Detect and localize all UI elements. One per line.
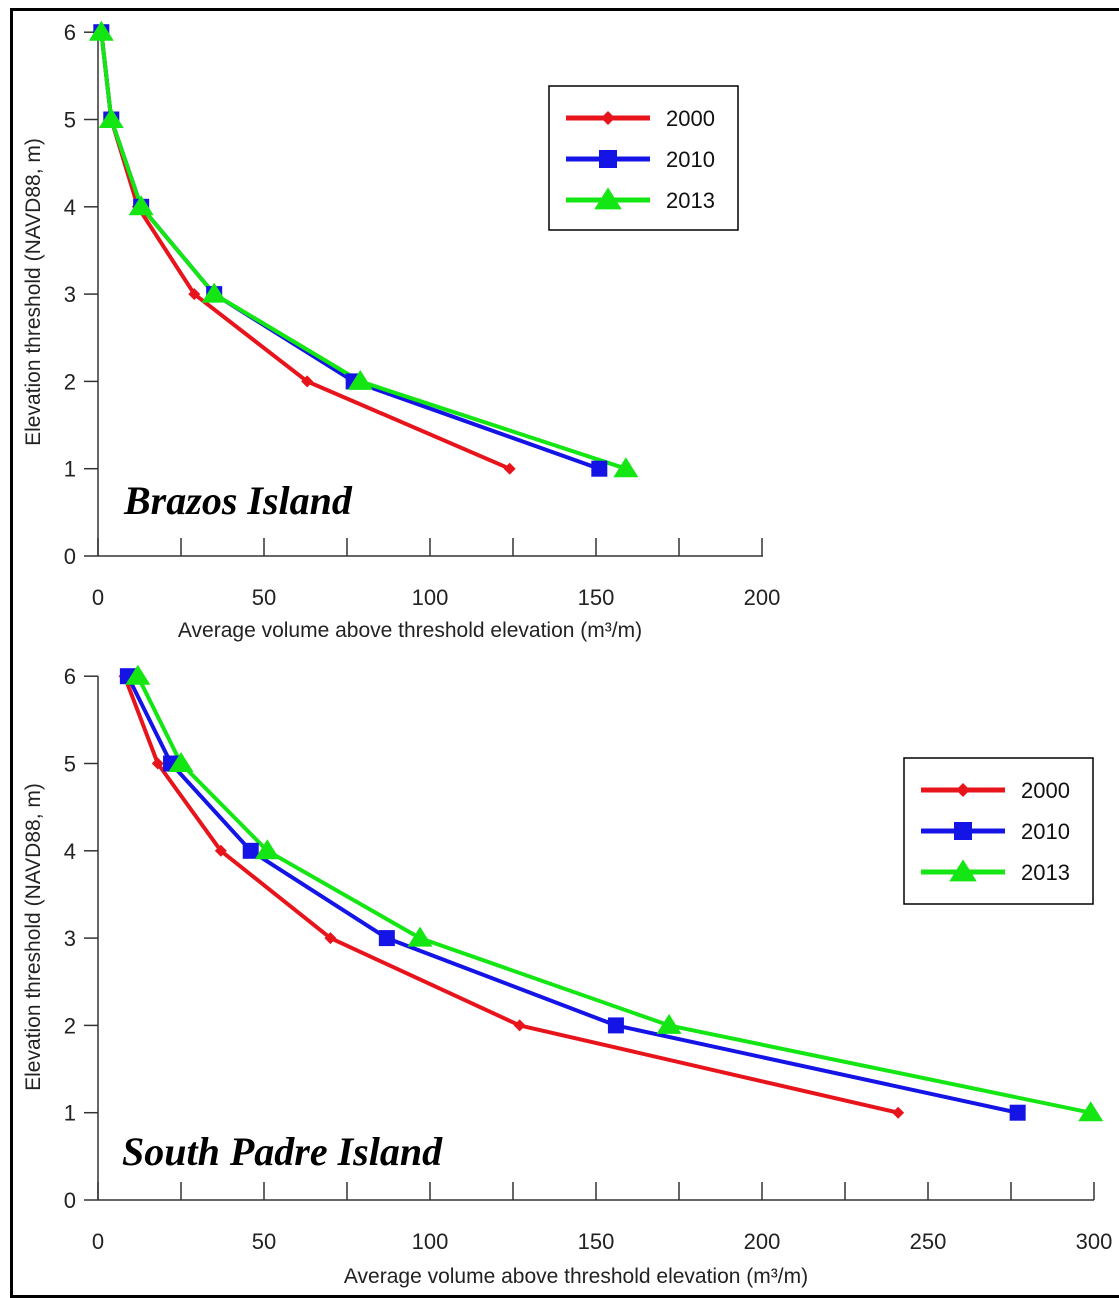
legend: 2000 2010 2013	[903, 757, 1094, 905]
x-axis-label: Average volume above threshold elevation…	[178, 619, 642, 642]
y-axis-label: Elevation threshold (NAVD88, m)	[22, 138, 45, 446]
x-axis-label: Average volume above threshold elevation…	[344, 1265, 808, 1288]
data-point-2010	[607, 1017, 624, 1034]
legend-items: 2000 2010 2013	[566, 106, 715, 213]
data-point-2000	[513, 1019, 526, 1032]
legend-label-2000: 2000	[1021, 778, 1070, 803]
panel-annotation: Brazos Island	[123, 478, 353, 523]
data-point-2000	[503, 462, 516, 475]
x-tick-label: 50	[252, 585, 276, 610]
data-point-2000	[324, 932, 337, 945]
data-point-2013	[98, 108, 124, 128]
data-point-2013	[201, 282, 227, 303]
y-tick-label: 2	[64, 1013, 76, 1038]
x-tick-label: 300	[1076, 1229, 1113, 1254]
legend-marker-2010	[954, 822, 972, 840]
data-point-2000	[214, 844, 227, 857]
y-tick-label: 6	[64, 664, 76, 689]
series-line-2000	[122, 675, 899, 1115]
chart-panel-south-padre: 0 50 100 150 200 250 300 0 1 2 3 4 5 6 Average volume…	[22, 664, 1112, 1288]
panel-annotation: South Padre Island	[122, 1129, 443, 1174]
legend-marker-2000	[956, 783, 970, 797]
series-line-2000	[99, 31, 511, 471]
data-point-2010	[1009, 1104, 1026, 1121]
x-tick-label: 100	[412, 585, 449, 610]
data-point-2010	[591, 460, 608, 477]
legend-label-2010: 2010	[666, 147, 715, 172]
y-tick-label: 3	[64, 926, 76, 951]
y-tick-label: 1	[64, 457, 76, 482]
y-tick-label: 3	[64, 282, 76, 307]
data-point-2013	[347, 369, 373, 390]
series-lines	[122, 675, 1092, 1115]
y-tick-label: 5	[64, 108, 76, 133]
legend-marker-2013	[949, 859, 977, 882]
data-point-2000	[188, 288, 201, 301]
series-line-2013	[136, 675, 1092, 1115]
y-tick-label: 5	[64, 752, 76, 777]
legend-marker-2013	[594, 187, 622, 210]
x-tick-label: 250	[910, 1229, 947, 1254]
data-point-2013	[1078, 1101, 1104, 1122]
legend: 2000 2010 2013	[548, 85, 739, 231]
legend-items: 2000 2010 2013	[921, 778, 1070, 885]
x-tick-label: 150	[578, 1229, 615, 1254]
legend-marker-2000	[601, 111, 615, 125]
y-axis-label: Elevation threshold (NAVD88, m)	[22, 783, 45, 1091]
series-lines	[99, 31, 627, 471]
series-markers	[118, 664, 1104, 1122]
x-tick-label: 200	[744, 1229, 781, 1254]
legend-label-2010: 2010	[1021, 819, 1070, 844]
series-line-2013	[99, 31, 627, 471]
y-tick-label: 4	[64, 195, 76, 220]
x-tick-label: 50	[252, 1229, 276, 1254]
data-point-2010	[242, 842, 259, 859]
data-point-2013	[407, 926, 433, 947]
x-tick-label: 0	[92, 585, 104, 610]
data-point-2013	[656, 1013, 682, 1034]
data-point-2000	[151, 757, 164, 770]
y-tick-label: 2	[64, 369, 76, 394]
x-tick-label: 100	[412, 1229, 449, 1254]
data-point-2013	[128, 195, 154, 216]
legend-marker-2010	[599, 150, 617, 168]
y-tick-label: 0	[64, 1188, 76, 1213]
y-tick-label: 0	[64, 544, 76, 569]
legend-label-2000: 2000	[666, 106, 715, 131]
legend-label-2013: 2013	[1021, 860, 1070, 885]
data-point-2000	[892, 1106, 905, 1119]
data-point-2010	[378, 930, 395, 947]
x-tick-label: 0	[92, 1229, 104, 1254]
y-tick-label: 6	[64, 20, 76, 45]
data-point-2013	[613, 457, 639, 478]
data-point-2013	[88, 20, 114, 41]
series-line-2010	[126, 675, 1019, 1115]
data-point-2013	[125, 664, 151, 685]
legend-label-2013: 2013	[666, 188, 715, 213]
axes: 0 50 100 150 200 250 300 0 1 2 3 4 5 6	[64, 664, 1113, 1254]
data-point-2013	[168, 752, 194, 772]
data-point-2000	[301, 375, 314, 388]
y-tick-label: 1	[64, 1101, 76, 1126]
x-tick-label: 200	[744, 585, 781, 610]
x-tick-label: 150	[578, 585, 615, 610]
series-markers	[88, 20, 639, 478]
data-point-2013	[254, 839, 280, 860]
y-tick-label: 4	[64, 839, 76, 864]
